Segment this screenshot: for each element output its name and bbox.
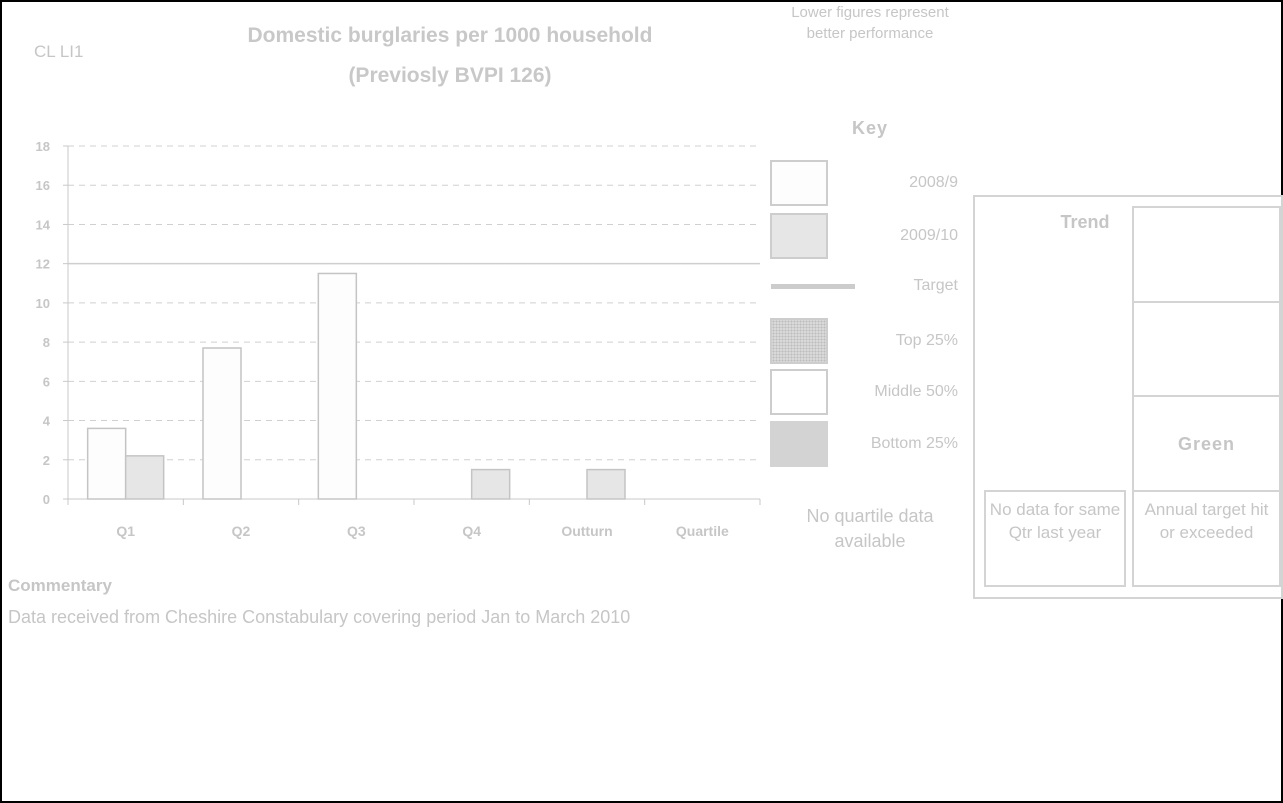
- x-tick-label: Q2: [232, 523, 251, 539]
- bar-2008-9-q2: [202, 347, 242, 500]
- status-box-middle: [1132, 301, 1281, 397]
- trend-text-box: No data for same Qtr last year: [984, 490, 1126, 587]
- commentary-heading: Commentary: [8, 576, 112, 595]
- bar-chart: 0 2 4 6 8 10 12 14 16 18 Q1 Q2 Q3 Q4 Outturn Quartile: [36, 139, 761, 539]
- x-tick-label: Quartile: [676, 523, 729, 539]
- x-tick-label: Q1: [116, 523, 135, 539]
- bar-2009-10-q4: [470, 468, 511, 500]
- status-text: Annual target hit or exceeded: [1144, 500, 1269, 542]
- y-tick-label: 8: [43, 335, 50, 350]
- bar-2008-9-q3: [317, 272, 358, 500]
- status-box-top: [1132, 206, 1281, 303]
- y-tick-label: 2: [43, 453, 50, 468]
- y-tick-label: 14: [36, 217, 51, 232]
- trend-text: No data for same Qtr last year: [989, 500, 1121, 542]
- legend-swatch-middle-50-: [770, 369, 828, 415]
- key-title: Key: [851, 118, 889, 138]
- chart-title: Domestic burglaries per 1000 household: [247, 24, 653, 47]
- y-tick-label: 12: [36, 257, 50, 272]
- legend-swatch-bottom-25-: [770, 421, 828, 467]
- chart-subtitle: (Previosly BVPI 126): [348, 64, 552, 87]
- legend-swatch-2009-10: [770, 213, 828, 259]
- legend-label: 2009/10: [900, 227, 958, 244]
- x-tick-label: Q3: [347, 523, 366, 539]
- commentary-text: Data received from Cheshire Constabulary…: [8, 607, 631, 627]
- y-tick-label: 4: [43, 414, 51, 429]
- y-tick-label: 18: [36, 139, 50, 154]
- performance-note: Lower figures represent better performan…: [791, 4, 949, 42]
- trend-panel: Trend Green No data for same Qtr last ye…: [973, 195, 1283, 599]
- y-tick-label: 6: [43, 374, 50, 389]
- legend-swatch-top-25-: [770, 318, 828, 364]
- status-label: Green: [1177, 434, 1236, 454]
- legend-label: Middle 50%: [874, 383, 958, 400]
- x-tick-label: Outturn: [561, 523, 612, 539]
- y-tick-label: 0: [43, 492, 50, 507]
- legend-swatch-2008-9: [770, 160, 828, 206]
- bar-2008-9-q1: [86, 427, 127, 500]
- indicator-code: CL LI1: [34, 42, 84, 61]
- status-box-bottom: Green: [1132, 395, 1281, 492]
- bar-2009-10-outturn: [586, 468, 626, 500]
- no-quartile-text: No quartile data available: [806, 506, 934, 551]
- legend-label: Target: [913, 277, 958, 294]
- y-tick-label: 10: [36, 296, 50, 311]
- legend-swatch-target: [771, 284, 855, 289]
- status-text-box: Annual target hit or exceeded: [1132, 490, 1281, 587]
- y-tick-label: 16: [36, 178, 50, 193]
- x-tick-label: Q4: [462, 523, 481, 539]
- legend-label: Top 25%: [895, 332, 958, 349]
- legend-label: Bottom 25%: [870, 435, 958, 452]
- legend-label: 2008/9: [909, 174, 958, 191]
- bar-2009-10-q1: [124, 455, 165, 500]
- trend-label: Trend: [1060, 212, 1110, 232]
